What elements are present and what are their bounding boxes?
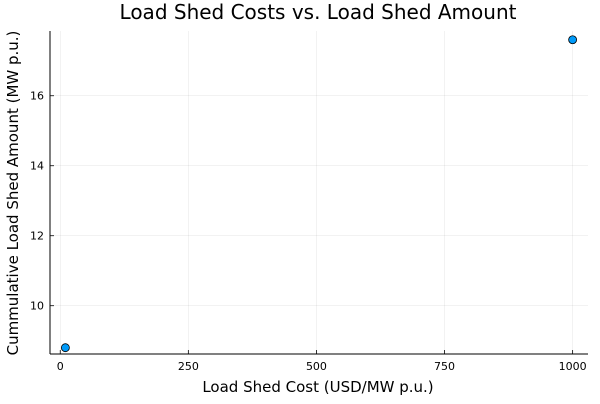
chart-title: Load Shed Costs vs. Load Shed Amount bbox=[120, 0, 517, 24]
y-tick-label: 14 bbox=[30, 160, 44, 173]
x-tick-label: 500 bbox=[306, 360, 327, 373]
x-tick-label: 750 bbox=[434, 360, 455, 373]
y-tick-label: 12 bbox=[30, 230, 44, 243]
x-axis-label: Load Shed Cost (USD/MW p.u.) bbox=[202, 378, 433, 396]
y-tick-label: 16 bbox=[30, 90, 44, 103]
scatter-point bbox=[568, 35, 578, 45]
x-tick-label: 1000 bbox=[559, 360, 587, 373]
scatter-point bbox=[60, 343, 70, 353]
axes bbox=[49, 31, 588, 355]
tick-labels: 0 250 500 750 1000 10 12 14 16 bbox=[30, 90, 587, 373]
x-tick-label: 0 bbox=[57, 360, 64, 373]
y-tick-label: 10 bbox=[30, 300, 44, 313]
grid-lines bbox=[50, 31, 588, 354]
x-tick-label: 250 bbox=[178, 360, 199, 373]
data-points bbox=[60, 35, 578, 353]
y-axis-label: Cummulative Load Shed Amount (MW p.u.) bbox=[4, 31, 22, 356]
